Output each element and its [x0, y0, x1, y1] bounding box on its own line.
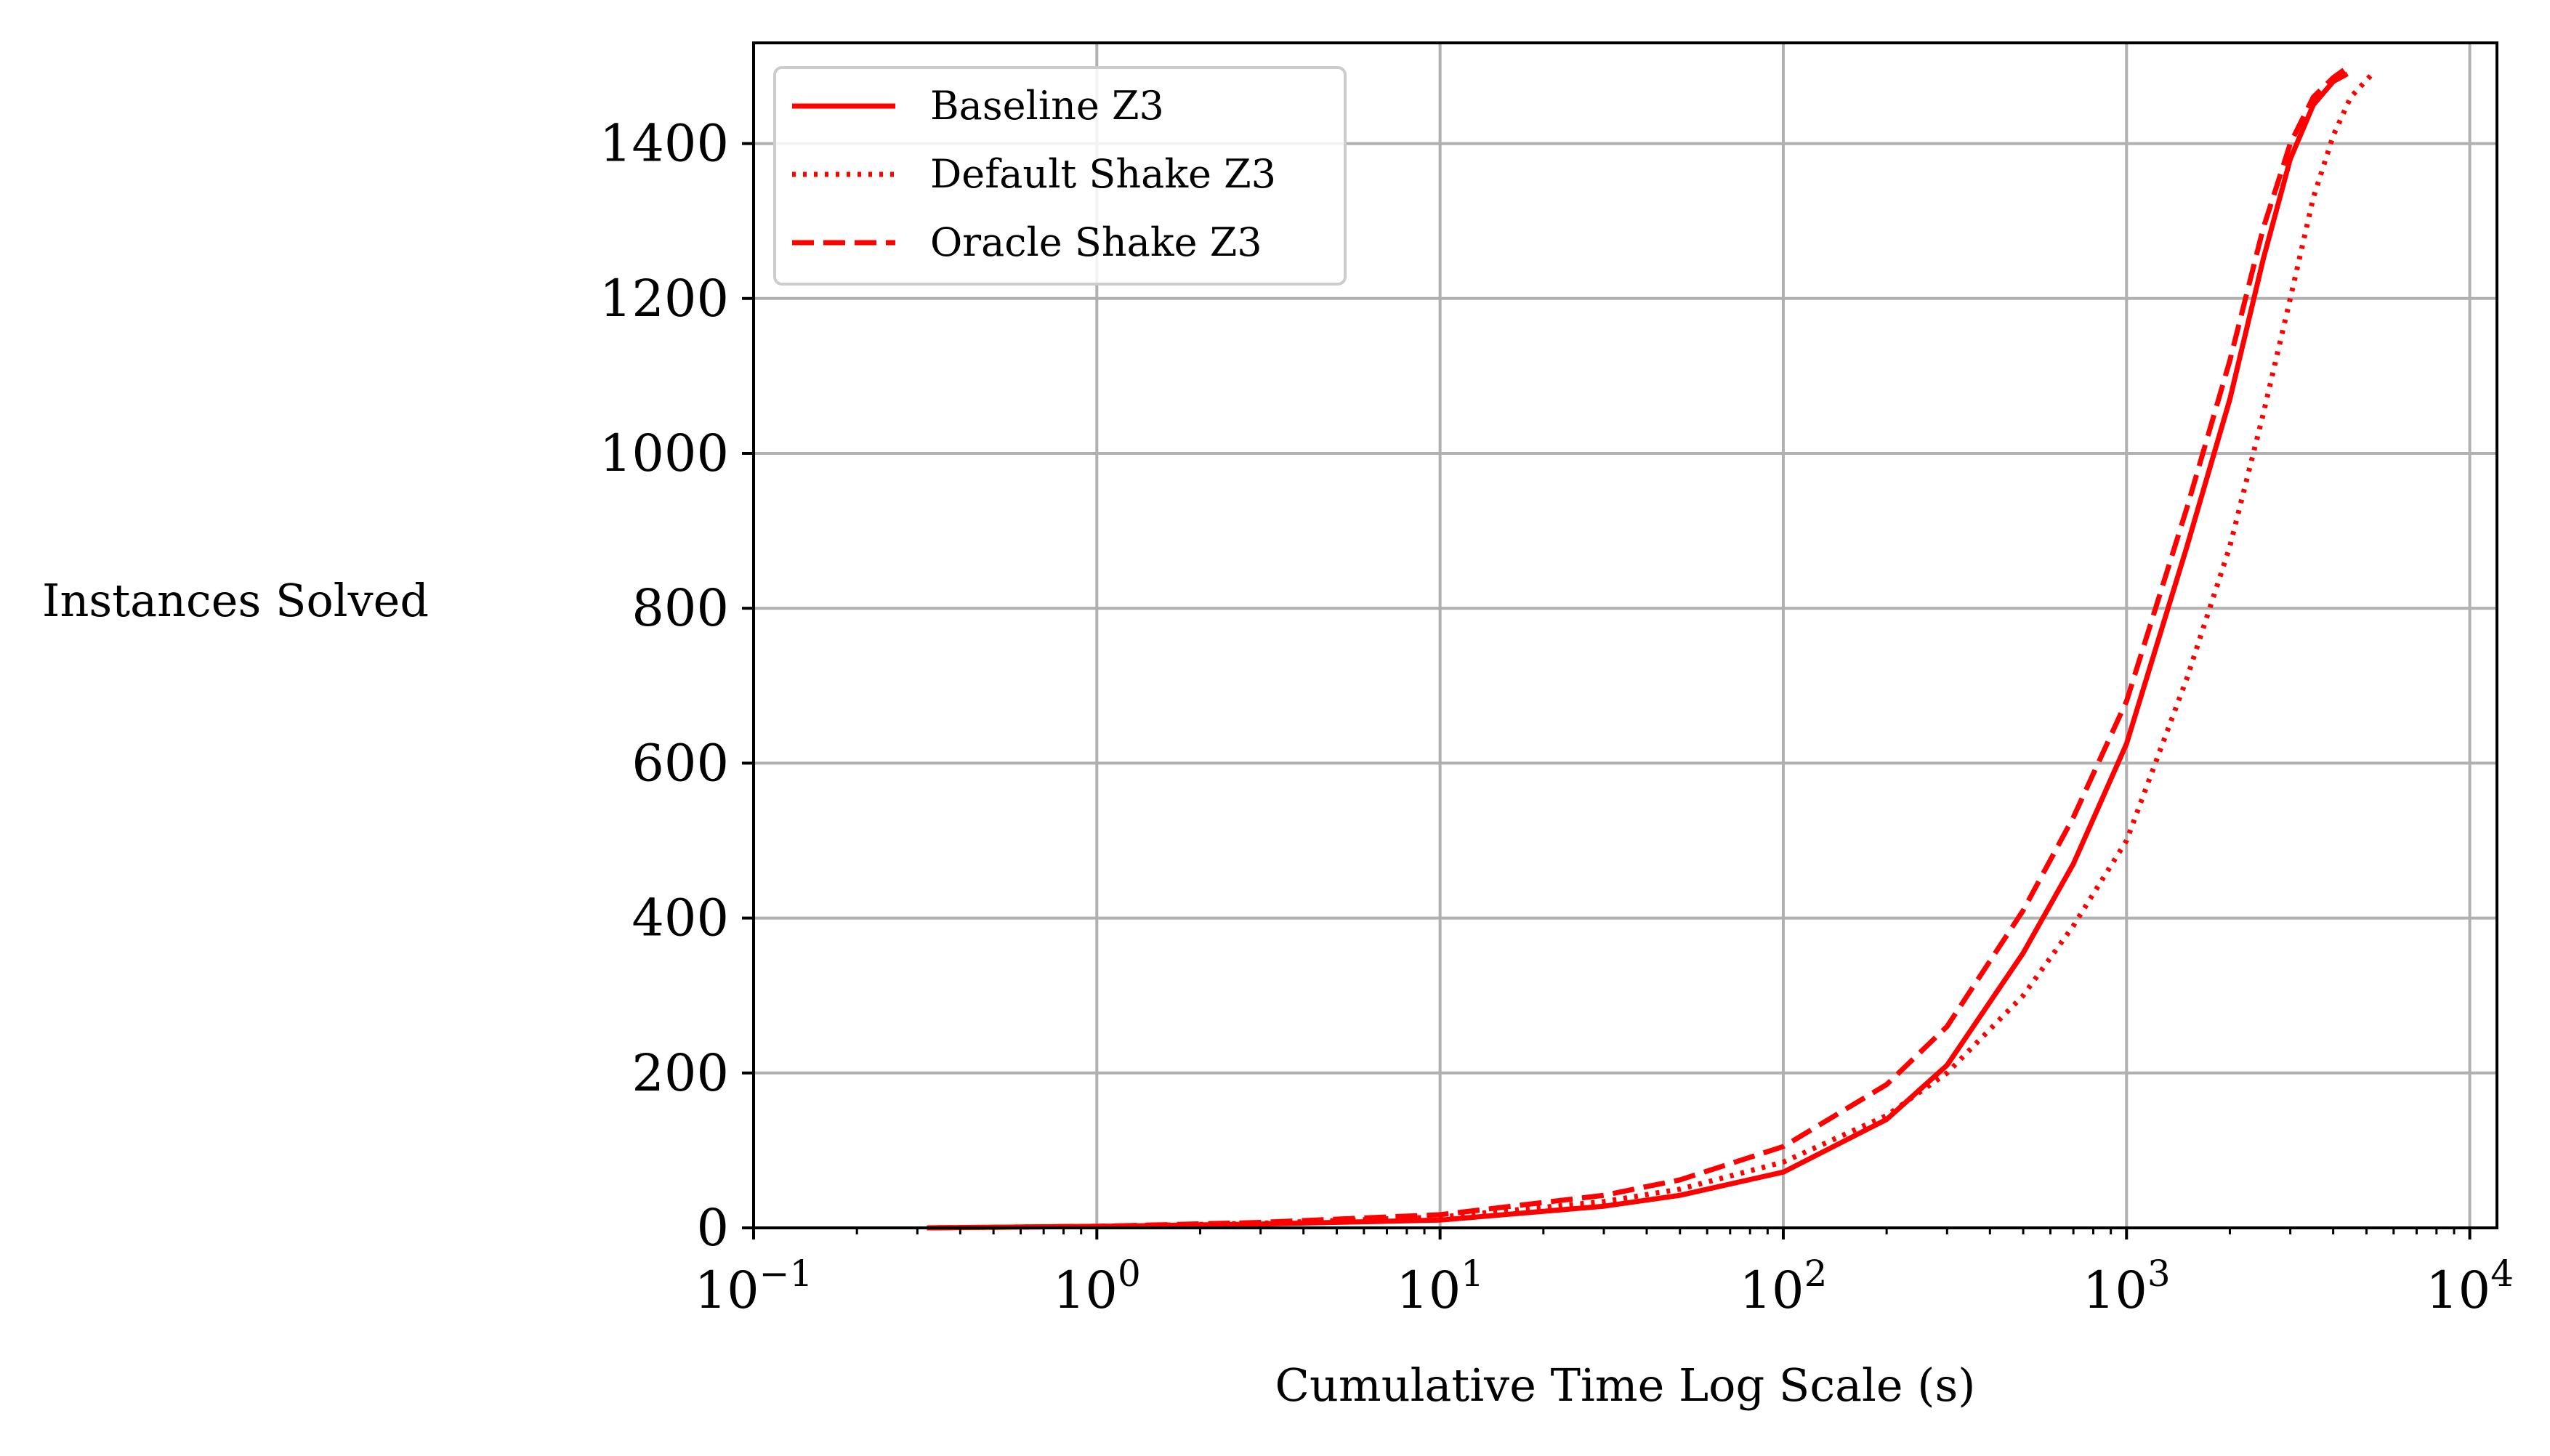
y-tick-label: 600 [632, 733, 729, 793]
y-tick-label: 1400 [600, 114, 729, 174]
legend: Baseline Z3 Default Shake Z3 Oracle Shake … [773, 66, 1347, 286]
series-lines [927, 68, 2375, 1231]
series-line-dashed [927, 68, 2346, 1231]
legend-box [773, 66, 1347, 286]
y-tick-label: 400 [632, 889, 729, 948]
x-tick-label: 100 [1053, 1253, 1141, 1320]
legend-label: Oracle Shake Z3 [930, 219, 1262, 265]
x-tick-label: 102 [1740, 1253, 1828, 1320]
legend-label: Default Shake Z3 [930, 151, 1276, 197]
x-axis-label: Cumulative Time Log Scale (s) [1275, 1359, 1976, 1412]
plot-frame [752, 41, 2498, 1229]
legend-label: Baseline Z3 [930, 83, 1164, 129]
y-tick-label: 800 [632, 578, 729, 638]
y-tick-label: 1000 [600, 424, 729, 483]
y-tick-label: 0 [696, 1198, 729, 1258]
x-tick-label: 10−1 [695, 1253, 813, 1320]
series-line-dotted [927, 72, 2375, 1231]
y-axis-label: Instances Solved [42, 574, 429, 627]
series-line-solid [927, 71, 2349, 1231]
x-tick-label: 103 [2083, 1253, 2171, 1320]
ticks: 10−1 100 101 102 103 104 0 200 400 600 800 1000 1200… [600, 114, 2514, 1320]
y-tick-label: 200 [632, 1043, 729, 1103]
y-tick-label: 1200 [600, 269, 729, 328]
x-tick-label: 104 [2426, 1253, 2514, 1320]
x-tick-label: 101 [1396, 1253, 1484, 1320]
